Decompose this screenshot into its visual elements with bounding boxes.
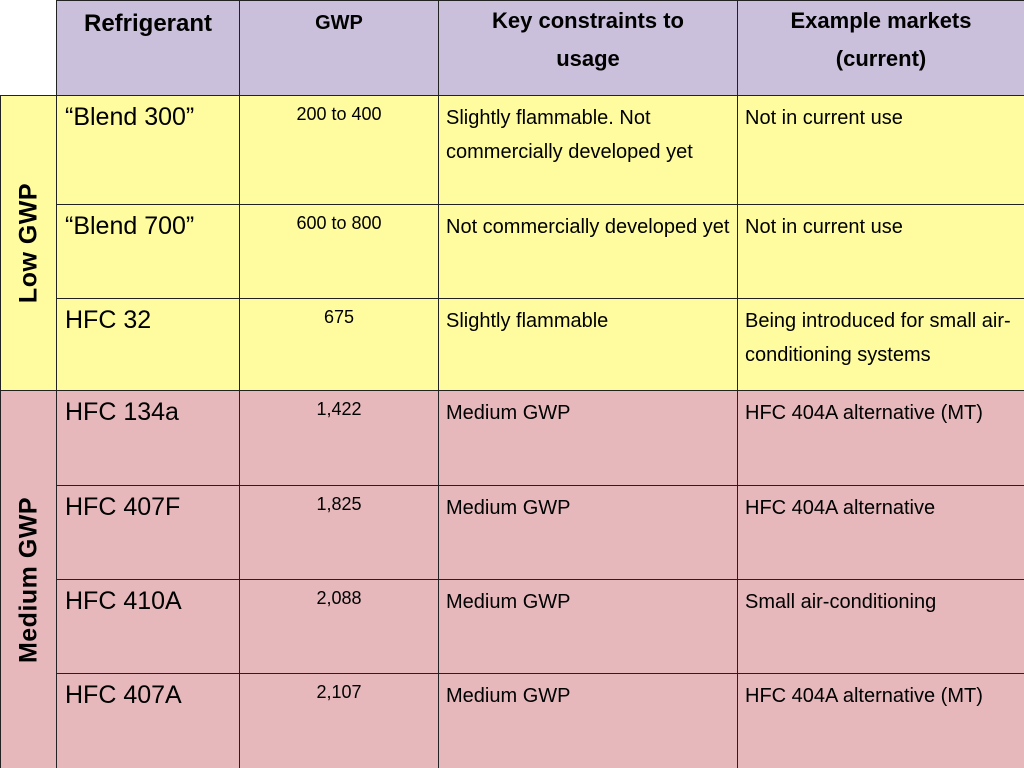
cell-constraints: Slightly flammable. Not commercially dev… [438,95,738,205]
header-gwp-label: GWP [315,12,363,34]
cell-markets: HFC 404A alternative (MT) [737,673,1024,768]
cell-constraints: Slightly flammable [438,298,738,391]
table-row: Medium GWP HFC 134a 1,422 Medium GWP HFC… [0,390,1024,768]
cell-markets: Not in current use [737,204,1024,299]
cell-gwp: 675 [239,298,439,391]
header-constraints-line1: Key constraints to [492,8,684,33]
table-row: “Blend 700” 600 to 800 Not commercially … [1,204,1024,299]
header-refrigerant: Refrigerant [56,0,240,96]
cell-constraints: Medium GWP [438,673,738,768]
cell-constraints: Medium GWP [438,579,738,674]
cell-constraints: Not commercially developed yet [438,204,738,299]
group-medium-gwp-label: Medium GWP [14,496,42,663]
cell-refrigerant: HFC 134a [56,390,240,486]
header-row: Refrigerant GWP Key constraints to usage… [0,0,1024,96]
corner-cell [0,0,57,96]
cell-refrigerant: “Blend 300” [56,95,240,205]
header-markets-line1: Example markets [790,8,972,33]
cell-gwp: 2,088 [239,579,439,674]
table-row: HFC 32 675 Slightly flammable Being intr… [1,298,1024,391]
cell-markets: HFC 404A alternative (MT) [737,390,1024,486]
cell-markets: Not in current use [737,95,1024,205]
cell-refrigerant: “Blend 700” [56,204,240,299]
cell-markets: Being introduced for small air-condition… [737,298,1024,391]
cell-gwp: 1,825 [239,485,439,580]
header-markets-line2: (current) [835,46,927,71]
table-row: HFC 407A 2,107 Medium GWP HFC 404A alter… [1,673,1024,768]
cell-refrigerant: HFC 32 [56,298,240,391]
header-refrigerant-label: Refrigerant [83,10,213,37]
cell-gwp: 200 to 400 [239,95,439,205]
cell-constraints: Medium GWP [438,485,738,580]
header-constraints-line2: usage [556,46,620,71]
group-medium-gwp: Medium GWP [0,390,57,768]
cell-markets: HFC 404A alternative [737,485,1024,580]
table-row: HFC 410A 2,088 Medium GWP Small air-cond… [1,579,1024,674]
cell-constraints: Medium GWP [438,390,738,486]
header-markets: Example markets (current) [737,0,1024,96]
group-low-gwp: Low GWP [0,95,57,391]
cell-gwp: 600 to 800 [239,204,439,299]
group-low-gwp-label: Low GWP [14,182,42,304]
cell-refrigerant: HFC 407A [56,673,240,768]
cell-refrigerant: HFC 407F [56,485,240,580]
cell-gwp: 1,422 [239,390,439,486]
cell-markets: Small air-conditioning [737,579,1024,674]
header-gwp: GWP [239,0,439,96]
header-constraints: Key constraints to usage [438,0,738,96]
cell-gwp: 2,107 [239,673,439,768]
table-row: HFC 407F 1,825 Medium GWP HFC 404A alter… [1,485,1024,580]
cell-refrigerant: HFC 410A [56,579,240,674]
table-row: Low GWP “Blend 300” 200 to 400 Slightly … [0,95,1024,391]
